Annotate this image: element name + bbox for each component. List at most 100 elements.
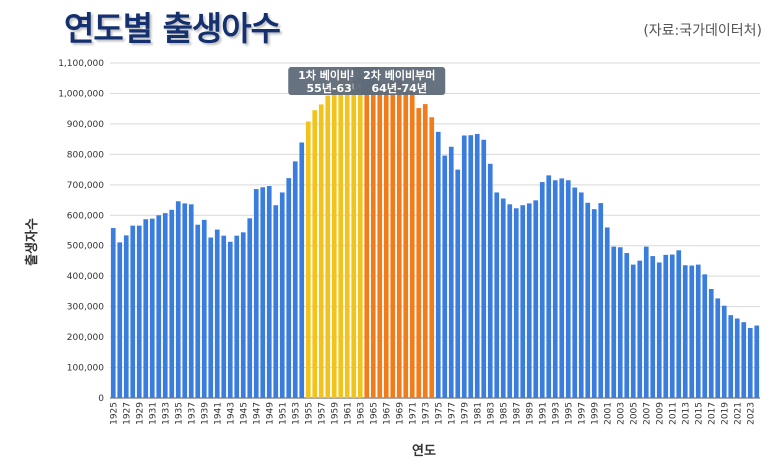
x-tick-label: 1997 xyxy=(577,402,587,425)
annotation-title-1: 1차 베이비부머 xyxy=(298,68,370,82)
bar-1950 xyxy=(273,205,279,398)
bar-1958 xyxy=(325,95,331,398)
bar-1982 xyxy=(481,139,487,398)
x-tick-label: 1989 xyxy=(525,402,535,425)
bar-2023 xyxy=(747,327,753,398)
x-tick-label: 2001 xyxy=(603,402,613,425)
bar-1992 xyxy=(546,175,552,398)
bar-1966 xyxy=(377,84,383,399)
bar-1994 xyxy=(559,178,565,398)
y-tick-label: 100,000 xyxy=(67,364,104,374)
bar-2001 xyxy=(604,227,610,398)
chart-title: 연도별 출생아수 xyxy=(64,9,281,48)
x-tick-label: 1969 xyxy=(395,402,405,425)
bar-1999 xyxy=(591,209,597,398)
bar-2015 xyxy=(695,264,701,398)
bar-2011 xyxy=(669,254,675,398)
bar-2018 xyxy=(715,298,721,398)
x-tick-label: 1999 xyxy=(590,402,600,425)
x-tick-label: 1957 xyxy=(317,402,327,425)
bar-2007 xyxy=(643,246,649,398)
bar-1956 xyxy=(312,110,318,399)
bar-2022 xyxy=(741,322,747,398)
y-tick-label: 200,000 xyxy=(67,333,104,343)
x-tick-label: 1963 xyxy=(356,402,366,425)
bar-1931 xyxy=(149,218,155,398)
x-tick-label: 1979 xyxy=(460,402,470,425)
x-tick-label: 1985 xyxy=(499,402,509,425)
y-tick-label: 800,000 xyxy=(67,150,104,160)
x-tick-label: 2023 xyxy=(746,402,756,425)
annotation-title-2: 2차 베이비부머 xyxy=(363,68,435,82)
bar-1941 xyxy=(214,229,220,398)
bar-1977 xyxy=(448,146,454,398)
bar-1935 xyxy=(175,201,181,398)
y-tick-label: 900,000 xyxy=(67,120,104,130)
x-tick-label: 2003 xyxy=(616,402,626,425)
bar-1987 xyxy=(513,208,519,398)
y-tick-label: 400,000 xyxy=(67,272,104,282)
bar-2005 xyxy=(630,264,636,398)
bar-1957 xyxy=(318,104,324,398)
x-tick-label: 1941 xyxy=(213,402,223,425)
bar-1998 xyxy=(585,202,591,398)
annotation-box-2 xyxy=(353,67,446,95)
bar-1993 xyxy=(552,180,558,398)
bar-2017 xyxy=(708,288,714,398)
gridlines xyxy=(110,62,760,399)
x-tick-label: 1937 xyxy=(187,402,197,425)
bar-1986 xyxy=(507,204,513,398)
bar-2009 xyxy=(656,262,662,398)
x-tick-label: 2011 xyxy=(668,402,678,425)
y-tick-label: 1,000,000 xyxy=(58,89,104,99)
x-tick-label: 1965 xyxy=(369,402,379,425)
bar-1925 xyxy=(110,228,116,398)
x-tick-label: 1967 xyxy=(382,402,392,425)
bar-1939 xyxy=(201,219,207,398)
bar-1996 xyxy=(572,187,578,398)
bar-1944 xyxy=(234,235,240,398)
bar-1933 xyxy=(162,213,168,398)
x-tick-label: 2019 xyxy=(720,402,730,425)
bar-2000 xyxy=(598,203,604,398)
y-tick-label: 300,000 xyxy=(67,303,104,313)
bar-1928 xyxy=(130,225,136,398)
bar-1962 xyxy=(351,82,357,398)
bar-1926 xyxy=(117,242,123,398)
bar-1981 xyxy=(474,133,480,398)
y-tick-label: 1,100,000 xyxy=(58,59,104,69)
x-axis-label: 연도 xyxy=(412,444,436,459)
annotation-range-2: 64년-74년 xyxy=(372,81,427,95)
x-tick-label: 2009 xyxy=(655,402,665,425)
x-tick-label: 1983 xyxy=(486,402,496,425)
bar-1985 xyxy=(500,198,506,398)
y-axis-label: 출생자수 xyxy=(24,218,40,266)
bar-1995 xyxy=(565,180,571,398)
x-tick-label: 1981 xyxy=(473,402,483,425)
bar-1989 xyxy=(526,203,532,398)
y-tick-label: 500,000 xyxy=(67,242,104,252)
bar-1929 xyxy=(136,225,142,398)
x-tick-label: 1955 xyxy=(304,402,314,425)
x-tick-label: 1991 xyxy=(538,402,548,425)
bar-1969 xyxy=(396,80,402,399)
x-tick-label: 1975 xyxy=(434,402,444,425)
bar-1965 xyxy=(370,94,376,398)
x-tick-label: 1949 xyxy=(265,402,275,425)
x-tick-label: 1959 xyxy=(330,402,340,425)
bar-1951 xyxy=(279,192,285,398)
bar-1972 xyxy=(416,108,422,398)
x-tick-label: 1987 xyxy=(512,402,522,425)
bar-1948 xyxy=(260,187,266,398)
bar-1988 xyxy=(520,205,526,398)
bar-1955 xyxy=(305,121,311,399)
bar-2006 xyxy=(637,260,643,398)
x-tick-label: 1951 xyxy=(278,402,288,425)
bar-1953 xyxy=(292,161,298,398)
bar-1979 xyxy=(461,135,467,398)
x-tick-label: 1929 xyxy=(135,402,145,425)
bar-1934 xyxy=(169,209,175,398)
bar-1943 xyxy=(227,241,233,398)
x-tick-label: 2013 xyxy=(681,402,691,425)
